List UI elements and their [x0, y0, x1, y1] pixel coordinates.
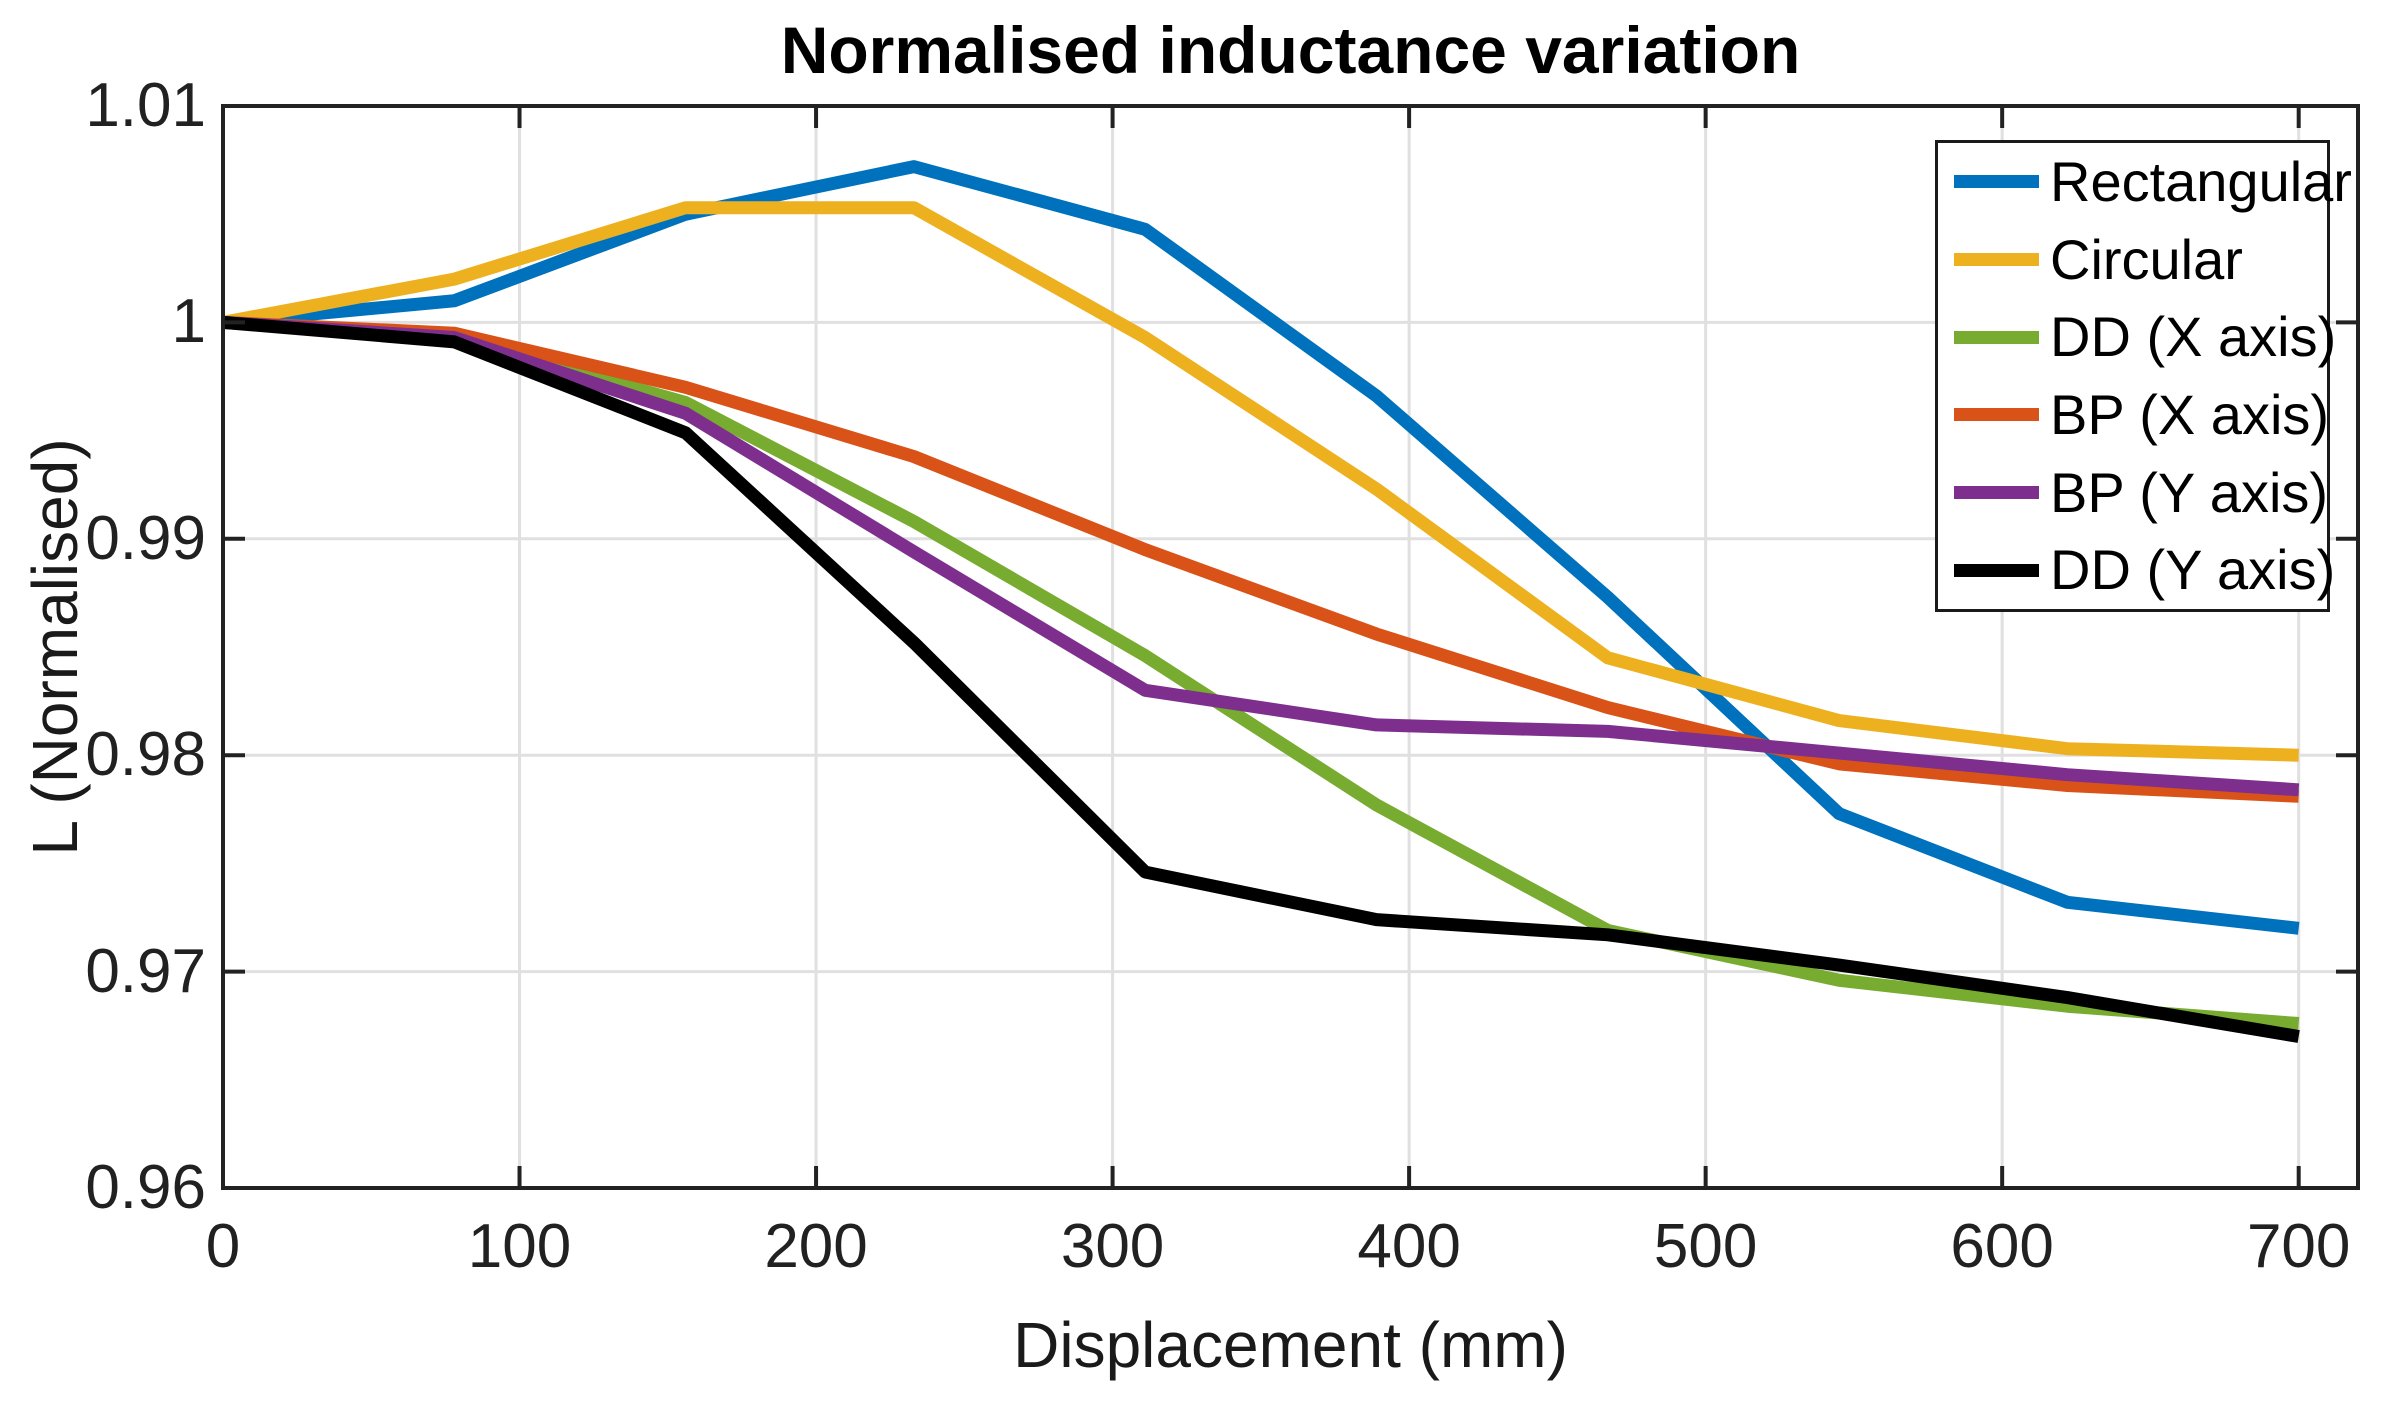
- series-line-dd-y-axis: [222, 315, 2300, 1043]
- legend-swatch-icon: [1954, 486, 2039, 500]
- x-tick-label: 400: [1357, 1212, 1461, 1281]
- series-line-bp-x-axis: [222, 315, 2299, 803]
- series-line-rectangular: [222, 160, 2300, 935]
- legend-item: Circular: [1938, 221, 2327, 299]
- plot-border: [221, 104, 2360, 1190]
- legend-label: Circular: [2050, 227, 2243, 291]
- legend-label: BP (X axis): [2050, 382, 2330, 446]
- series-line-circular: [221, 201, 2299, 762]
- x-tick-label: 700: [2246, 1212, 2351, 1281]
- legend-label: DD (Y axis): [2050, 538, 2336, 602]
- legend-swatch-icon: [1954, 330, 2039, 344]
- legend-label: BP (Y axis): [2050, 460, 2329, 524]
- x-tick-label: 100: [467, 1212, 572, 1281]
- legend-swatch-icon: [1954, 563, 2039, 577]
- legend-swatch-icon: [1954, 253, 2039, 266]
- y-tick-label: 0.99: [85, 503, 206, 573]
- chart-title: Normalised inductance variation: [780, 13, 1801, 87]
- y-tick-label: 1.01: [85, 71, 206, 140]
- y-tick-label: 1: [171, 287, 206, 357]
- y-axis-label: L (Normalised): [19, 438, 91, 856]
- legend-item: BP (Y axis): [1938, 454, 2329, 532]
- x-tick-label: 300: [1060, 1212, 1165, 1281]
- legend-swatch-icon: [1954, 175, 2039, 189]
- y-tick-label: 0.97: [85, 936, 206, 1006]
- x-tick-label: 0: [205, 1212, 241, 1281]
- y-tick-label: 0.98: [85, 720, 206, 790]
- x-tick-label: 600: [1950, 1212, 2054, 1281]
- legend: Rectangular Circular DD (X axis) BP (X axis…: [1935, 140, 2352, 612]
- legend-item: DD (X axis): [1938, 298, 2336, 376]
- x-axis-label: Displacement (mm): [1013, 1309, 1568, 1381]
- legend-item: DD (Y axis): [1938, 531, 2335, 609]
- legend-item: Rectangular: [1938, 143, 2352, 221]
- legend-label: DD (X axis): [2050, 305, 2337, 369]
- series-line-bp-y-axis: [222, 315, 2300, 797]
- legend-swatch-icon: [1954, 408, 2039, 422]
- y-tick-label: 0.96: [85, 1153, 206, 1222]
- legend-label: Rectangular: [2050, 149, 2352, 213]
- legend-item: BP (X axis): [1938, 376, 2330, 454]
- x-tick-label: 200: [764, 1212, 868, 1281]
- x-tick-label: 500: [1653, 1212, 1758, 1281]
